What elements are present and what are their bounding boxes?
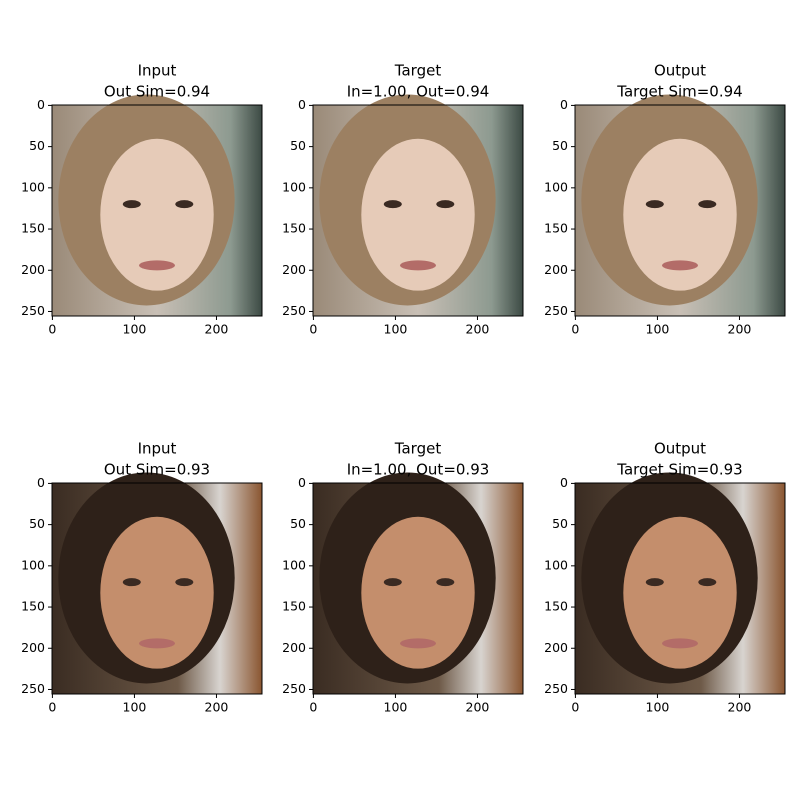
y-tick-label: 150: [21, 221, 45, 236]
y-tick-label: 250: [544, 303, 568, 318]
axes-frame: [51, 482, 263, 695]
y-tick-label: 100: [544, 179, 568, 194]
panel-title: Target: [394, 62, 442, 80]
mouth: [139, 260, 175, 271]
y-tick-label: 0: [560, 97, 568, 112]
face: [361, 138, 475, 291]
eye: [645, 578, 664, 587]
x-tick-label: 100: [646, 322, 670, 337]
x-tick-label: 200: [466, 700, 490, 715]
y-tick-label: 100: [544, 557, 568, 572]
eye: [698, 200, 717, 209]
face: [100, 516, 214, 669]
y-tick-label: 50: [29, 516, 45, 531]
y-tick-label: 0: [298, 97, 306, 112]
mouth: [139, 638, 175, 649]
y-tick-label: 0: [298, 475, 306, 490]
eye: [645, 200, 664, 209]
panel-subtitle: Target Sim=0.93: [616, 461, 742, 479]
axes-frame: [51, 104, 263, 317]
y-tick-label: 250: [21, 303, 45, 318]
x-tick-label: 0: [48, 322, 56, 337]
x-tick-label: 0: [309, 322, 317, 337]
x-tick-label: 100: [123, 700, 147, 715]
panel-title: Target: [394, 440, 442, 458]
y-tick-label: 250: [21, 681, 45, 696]
y-tick-label: 100: [21, 179, 45, 194]
eye: [175, 200, 194, 209]
x-tick-label: 200: [466, 322, 490, 337]
eye: [436, 200, 455, 209]
y-tick-label: 0: [560, 475, 568, 490]
y-tick-label: 100: [282, 557, 306, 572]
panel-title: Input: [138, 62, 177, 80]
face: [623, 138, 737, 291]
eye: [122, 200, 141, 209]
y-tick-label: 200: [544, 262, 568, 277]
x-tick-label: 200: [205, 700, 229, 715]
x-tick-label: 0: [571, 700, 579, 715]
y-tick-label: 200: [282, 640, 306, 655]
y-tick-label: 50: [552, 516, 568, 531]
x-tick-label: 0: [309, 700, 317, 715]
x-tick-label: 0: [48, 700, 56, 715]
axes-frame: [312, 104, 524, 317]
panel-title: Output: [654, 440, 706, 458]
face: [361, 516, 475, 669]
y-tick-label: 0: [37, 97, 45, 112]
y-tick-label: 150: [544, 221, 568, 236]
x-tick-label: 100: [646, 700, 670, 715]
y-tick-label: 150: [282, 221, 306, 236]
eye: [383, 578, 402, 587]
y-tick-label: 200: [544, 640, 568, 655]
y-tick-label: 200: [282, 262, 306, 277]
mouth: [662, 638, 698, 649]
mouth: [400, 260, 436, 271]
y-tick-label: 50: [290, 138, 306, 153]
y-tick-label: 150: [282, 599, 306, 614]
panel-subtitle: In=1.00, Out=0.94: [347, 83, 490, 101]
y-tick-label: 200: [21, 640, 45, 655]
x-tick-label: 100: [384, 322, 408, 337]
axes-frame: [312, 482, 524, 695]
eye: [175, 578, 194, 587]
y-tick-label: 150: [21, 599, 45, 614]
panel-subtitle: In=1.00, Out=0.93: [347, 461, 490, 479]
eye: [436, 578, 455, 587]
panel-subtitle: Out Sim=0.93: [104, 461, 210, 479]
axes-frame: [574, 104, 786, 317]
y-tick-label: 50: [29, 138, 45, 153]
mouth: [662, 260, 698, 271]
y-tick-label: 250: [544, 681, 568, 696]
y-tick-label: 0: [37, 475, 45, 490]
y-tick-label: 250: [282, 303, 306, 318]
panel-title: Input: [138, 440, 177, 458]
eye: [383, 200, 402, 209]
eye: [698, 578, 717, 587]
x-tick-label: 100: [123, 322, 147, 337]
x-tick-label: 200: [205, 322, 229, 337]
x-tick-label: 200: [728, 700, 752, 715]
x-tick-label: 0: [571, 322, 579, 337]
x-tick-label: 100: [384, 700, 408, 715]
y-tick-label: 100: [282, 179, 306, 194]
axes-frame: [574, 482, 786, 695]
y-tick-label: 50: [552, 138, 568, 153]
face: [100, 138, 214, 291]
face: [623, 516, 737, 669]
eye: [122, 578, 141, 587]
y-tick-label: 100: [21, 557, 45, 572]
panel-subtitle: Target Sim=0.94: [616, 83, 742, 101]
panel-subtitle: Out Sim=0.94: [104, 83, 210, 101]
y-tick-label: 150: [544, 599, 568, 614]
mouth: [400, 638, 436, 649]
y-tick-label: 250: [282, 681, 306, 696]
y-tick-label: 50: [290, 516, 306, 531]
x-tick-label: 200: [728, 322, 752, 337]
panel-title: Output: [654, 62, 706, 80]
y-tick-label: 200: [21, 262, 45, 277]
